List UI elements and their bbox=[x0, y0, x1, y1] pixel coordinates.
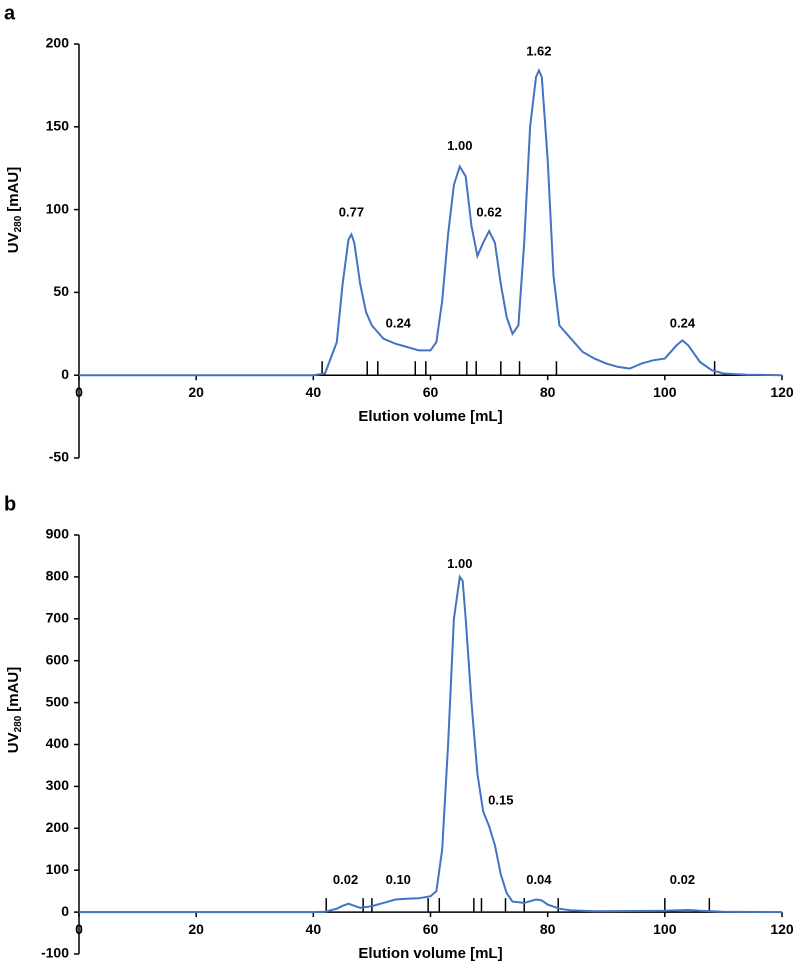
y-tick-label: 400 bbox=[46, 735, 70, 751]
x-tick-label: 40 bbox=[306, 384, 322, 400]
x-tick-label: 0 bbox=[75, 921, 83, 937]
y-tick-label: 300 bbox=[46, 777, 70, 793]
panel-label: b bbox=[4, 493, 16, 515]
x-tick-label: 60 bbox=[423, 921, 439, 937]
peak-annotation: 0.24 bbox=[386, 315, 412, 330]
peak-annotation: 0.02 bbox=[333, 872, 358, 887]
peak-annotation: 1.00 bbox=[447, 556, 472, 571]
y-title-subscript: 280 bbox=[13, 715, 24, 732]
x-tick-label: 80 bbox=[540, 921, 556, 937]
y-title-subscript: 280 bbox=[13, 215, 24, 232]
y-tick-label: 500 bbox=[46, 693, 70, 709]
y-axis-title: UV280 [mAU] bbox=[5, 167, 24, 254]
y-tick-label: 200 bbox=[46, 35, 70, 51]
x-tick-label: 80 bbox=[540, 384, 556, 400]
x-tick-label: 20 bbox=[188, 921, 204, 937]
y-title-main: UV bbox=[5, 732, 22, 753]
peak-annotation: 0.62 bbox=[476, 204, 501, 219]
x-tick-label: 100 bbox=[653, 384, 677, 400]
y-tick-label: 200 bbox=[46, 819, 70, 835]
y-tick-label: 100 bbox=[46, 200, 70, 216]
data-line bbox=[79, 68, 783, 377]
peak-annotation: 1.62 bbox=[526, 44, 551, 59]
y-tick-label: 150 bbox=[46, 118, 70, 134]
x-tick-label: 120 bbox=[770, 384, 794, 400]
x-tick-label: 120 bbox=[770, 921, 794, 937]
x-tick-label: 100 bbox=[653, 921, 677, 937]
peak-annotation: 0.24 bbox=[670, 315, 696, 330]
x-tick-label: 60 bbox=[423, 384, 439, 400]
y-tick-label: 0 bbox=[61, 903, 69, 919]
x-tick-label: 40 bbox=[306, 921, 322, 937]
peak-annotation: 0.10 bbox=[386, 872, 411, 887]
y-tick-label: 700 bbox=[46, 610, 70, 626]
y-title-main: UV bbox=[5, 232, 22, 253]
panel-label: a bbox=[4, 2, 16, 24]
x-axis-title: Elution volume [mL] bbox=[358, 408, 502, 425]
y-tick-label: 900 bbox=[46, 526, 70, 542]
y-tick-label: 100 bbox=[46, 861, 70, 877]
y-title-unit: [mAU] bbox=[5, 167, 22, 212]
y-tick-label: 0 bbox=[61, 366, 69, 382]
x-tick-label: 0 bbox=[75, 384, 83, 400]
y-title-unit: [mAU] bbox=[5, 667, 22, 712]
peak-annotation: 1.00 bbox=[447, 138, 472, 153]
peak-annotation: 0.04 bbox=[526, 872, 552, 887]
y-tick-label: -50 bbox=[49, 449, 69, 465]
peak-annotation: 0.15 bbox=[488, 793, 513, 808]
y-tick-label: 50 bbox=[53, 283, 69, 299]
data-line bbox=[79, 574, 783, 914]
x-axis-title: Elution volume [mL] bbox=[358, 945, 502, 962]
y-tick-label: 800 bbox=[46, 568, 70, 584]
y-axis-title: UV280 [mAU] bbox=[5, 667, 24, 754]
x-tick-label: 20 bbox=[188, 384, 204, 400]
y-tick-label: -100 bbox=[41, 945, 69, 961]
y-tick-label: 600 bbox=[46, 651, 70, 667]
peak-annotation: 0.77 bbox=[339, 204, 364, 219]
peak-annotation: 0.02 bbox=[670, 872, 695, 887]
